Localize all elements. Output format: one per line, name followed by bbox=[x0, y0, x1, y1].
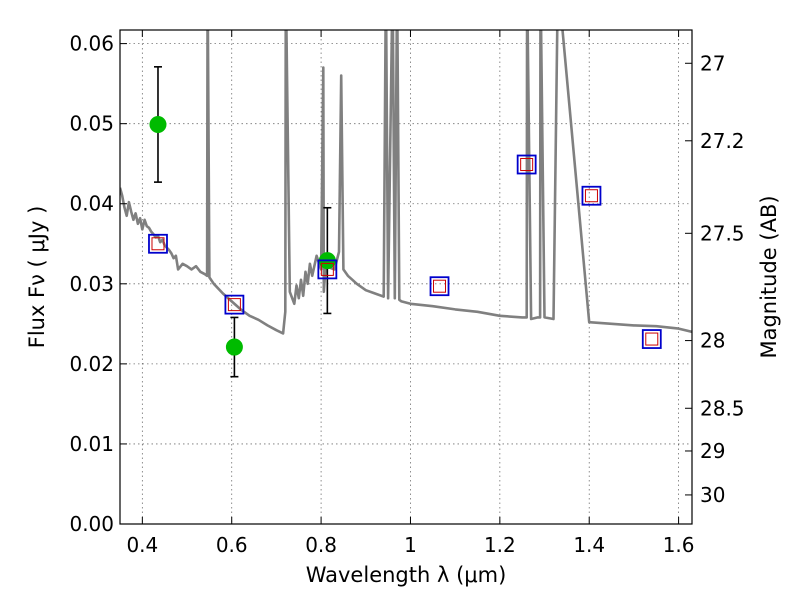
y-tick-label: 0.05 bbox=[69, 112, 114, 136]
x-tick-label: 1.6 bbox=[663, 533, 695, 557]
model-photometry-inner-square bbox=[520, 158, 534, 172]
x-tick-label: 0.4 bbox=[126, 533, 158, 557]
right-tick-label: 27.2 bbox=[700, 129, 745, 153]
model-photometry-inner-square bbox=[645, 332, 659, 346]
x-axis-label: Wavelength λ (μm) bbox=[306, 563, 507, 587]
model-photometry-square bbox=[317, 259, 338, 280]
y-tick-label: 0.02 bbox=[69, 352, 114, 376]
plot-frame bbox=[119, 29, 693, 525]
x-tick-label: 0.6 bbox=[216, 533, 248, 557]
model-photometry-square bbox=[516, 154, 537, 175]
x-tick-label: 1 bbox=[404, 533, 417, 557]
y-tick-label: 0.00 bbox=[69, 512, 114, 536]
right-axis-label: Magnitude (AB) bbox=[757, 195, 781, 358]
right-tick-label: 28 bbox=[700, 329, 725, 353]
right-tick-label: 27 bbox=[700, 51, 725, 75]
model-photometry-inner-square bbox=[584, 189, 598, 203]
model-photometry-square bbox=[148, 233, 168, 254]
model-photometry-inner-square bbox=[227, 298, 241, 312]
right-tick-label: 28.5 bbox=[700, 396, 745, 420]
y-axis-label: Flux Fν ( μJy ) bbox=[25, 206, 49, 349]
model-photometry-square bbox=[581, 185, 602, 206]
observed-flux-point bbox=[225, 338, 243, 356]
model-photometry-square bbox=[641, 329, 662, 349]
x-tick-label: 1.2 bbox=[484, 533, 516, 557]
x-tick-label: 0.8 bbox=[305, 533, 337, 557]
x-tick-label: 1.4 bbox=[573, 533, 605, 557]
model-photometry-square bbox=[429, 276, 450, 297]
model-photometry-inner-square bbox=[433, 279, 447, 293]
y-tick-label: 0.01 bbox=[69, 432, 114, 456]
axis-ticks: 0.4 0.6 0.8 1 1.2 1.4 1.6 0.00 0.01 0.02 0.03 0.04 0… bbox=[69, 30, 745, 557]
grid bbox=[120, 30, 692, 525]
right-tick-label: 27.5 bbox=[700, 221, 745, 245]
y-tick-label: 0.04 bbox=[69, 192, 114, 216]
model-spectrum-line bbox=[120, 30, 692, 335]
model-photometry-square bbox=[224, 294, 245, 315]
model-photometry-inner-square bbox=[151, 237, 165, 251]
plot-area bbox=[120, 30, 692, 378]
model-photometry-inner-square bbox=[320, 262, 334, 276]
right-tick-label: 29 bbox=[700, 439, 725, 463]
y-tick-label: 0.03 bbox=[69, 272, 114, 296]
right-tick-label: 30 bbox=[700, 483, 725, 507]
y-tick-label: 0.06 bbox=[69, 32, 114, 56]
observed-flux-point bbox=[149, 115, 167, 133]
